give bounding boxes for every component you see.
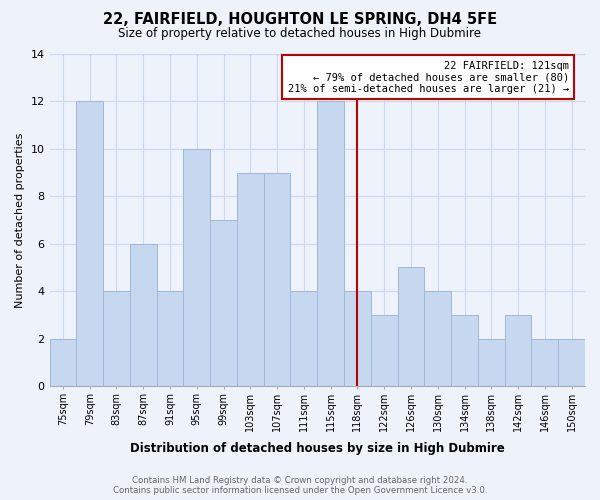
Bar (184, 149, 210, 386)
Text: 22, FAIRFIELD, HOUGHTON LE SPRING, DH4 5FE: 22, FAIRFIELD, HOUGHTON LE SPRING, DH4 5… (103, 12, 497, 28)
Bar (451, 315, 478, 386)
X-axis label: Distribution of detached houses by size in High Dubmire: Distribution of detached houses by size … (130, 442, 505, 455)
Bar (558, 338, 585, 386)
Text: Contains HM Land Registry data © Crown copyright and database right 2024.
Contai: Contains HM Land Registry data © Crown c… (113, 476, 487, 495)
Y-axis label: Number of detached properties: Number of detached properties (15, 132, 25, 308)
Bar (76, 102, 103, 386)
Bar (130, 244, 157, 386)
Text: 22 FAIRFIELD: 121sqm
← 79% of detached houses are smaller (80)
21% of semi-detac: 22 FAIRFIELD: 121sqm ← 79% of detached h… (287, 60, 569, 94)
Text: Size of property relative to detached houses in High Dubmire: Size of property relative to detached ho… (119, 28, 482, 40)
Bar (103, 291, 130, 386)
Bar (344, 291, 371, 386)
Bar (210, 220, 237, 386)
Bar (505, 315, 532, 386)
Bar (50, 338, 76, 386)
Bar (532, 338, 558, 386)
Bar (371, 315, 398, 386)
Bar (237, 172, 264, 386)
Bar (317, 102, 344, 386)
Bar (264, 172, 290, 386)
Bar (398, 268, 424, 386)
Bar (424, 291, 451, 386)
Bar (290, 291, 317, 386)
Bar (478, 338, 505, 386)
Bar (157, 291, 184, 386)
